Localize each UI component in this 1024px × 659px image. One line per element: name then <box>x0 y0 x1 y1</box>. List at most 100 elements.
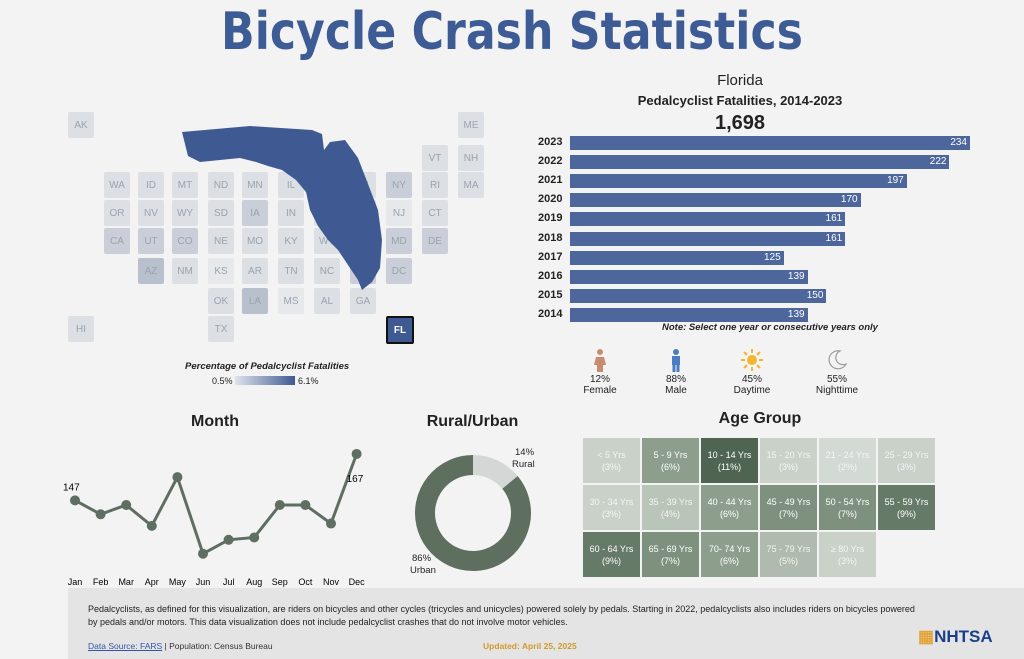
year-label[interactable]: 2022 <box>538 155 563 168</box>
year-label[interactable]: 2014 <box>538 307 563 320</box>
year-label[interactable]: 2021 <box>538 174 563 187</box>
age-cell[interactable]: 75 - 79 Yrs (5%) <box>760 532 817 577</box>
year-bar[interactable] <box>570 288 827 303</box>
year-label[interactable]: 2019 <box>538 212 563 225</box>
age-cell[interactable]: 50 - 54 Yrs (7%) <box>819 485 876 530</box>
state-tile-md[interactable]: MD <box>386 228 412 254</box>
demographic-nighttime[interactable]: 55% Nighttime <box>802 348 872 396</box>
state-tile-ms[interactable]: MS <box>278 288 304 314</box>
age-cell[interactable]: 45 - 49 Yrs (7%) <box>760 485 817 530</box>
state-tile-ky[interactable]: KY <box>278 228 304 254</box>
donut-slice-rural[interactable] <box>472 455 518 490</box>
age-cell[interactable]: 55 - 59 Yrs (9%) <box>878 485 935 530</box>
state-tile-nd[interactable]: ND <box>208 172 234 198</box>
state-tile-mn[interactable]: MN <box>242 172 268 198</box>
year-bar[interactable] <box>570 136 970 150</box>
state-tile-de[interactable]: DE <box>422 228 448 254</box>
state-tile-ny[interactable]: NY <box>386 172 412 198</box>
month-point-aug[interactable] <box>249 532 260 543</box>
month-point-jan[interactable] <box>70 495 80 506</box>
age-cell[interactable]: 21 - 24 Yrs (2%) <box>819 438 876 483</box>
year-bar[interactable] <box>570 231 846 246</box>
age-cell[interactable]: 40 - 44 Yrs (6%) <box>701 485 758 530</box>
state-tile-al[interactable]: AL <box>314 288 340 314</box>
age-cell[interactable]: 65 - 69 Yrs (7%) <box>642 532 699 577</box>
state-tile-ar[interactable]: AR <box>242 258 268 284</box>
state-tile-ne[interactable]: NE <box>208 228 234 254</box>
year-bar[interactable] <box>570 307 808 322</box>
age-cell[interactable]: 10 - 14 Yrs (11%) <box>701 438 758 483</box>
age-cell[interactable]: 35 - 39 Yrs (4%) <box>642 485 699 530</box>
demographic-female[interactable]: 12% Female <box>565 348 635 396</box>
state-tile-hi[interactable]: HI <box>68 316 94 342</box>
state-tile-mt[interactable]: MT <box>172 172 198 198</box>
state-tile-nv[interactable]: NV <box>138 200 164 226</box>
year-bar[interactable] <box>570 155 950 170</box>
state-tile-nj[interactable]: NJ <box>386 200 412 226</box>
month-point-feb[interactable] <box>95 509 106 520</box>
month-point-oct[interactable] <box>300 500 311 510</box>
state-tile-ca[interactable]: CA <box>104 228 130 254</box>
state-tile-ok[interactable]: OK <box>208 288 234 314</box>
state-tile-dc[interactable]: DC <box>386 258 412 284</box>
data-source-link[interactable]: Data Source: FARS <box>88 641 163 651</box>
state-tile-ia[interactable]: IA <box>242 200 268 226</box>
state-tile-or[interactable]: OR <box>104 200 130 226</box>
month-point-mar[interactable] <box>121 500 132 510</box>
state-tile-mo[interactable]: MO <box>242 228 268 254</box>
state-tile-ri[interactable]: RI <box>422 172 448 198</box>
state-tile-ga[interactable]: GA <box>350 288 376 314</box>
year-label[interactable]: 2018 <box>538 231 563 244</box>
florida-shape[interactable] <box>60 100 500 360</box>
state-tile-wa[interactable]: WA <box>104 172 130 198</box>
year-bar[interactable] <box>570 193 861 208</box>
state-tile-co[interactable]: CO <box>172 228 198 254</box>
rural-urban-donut[interactable] <box>400 440 560 580</box>
month-line-chart[interactable]: Jan 147 Feb Mar Apr May Jun Jul Aug Sep Oct Nov Dec 1… <box>55 435 375 590</box>
state-tile-id[interactable]: ID <box>138 172 164 198</box>
state-tile-ut[interactable]: UT <box>138 228 164 254</box>
age-cell[interactable]: 5 - 9 Yrs (6%) <box>642 438 699 483</box>
state-tile-nm[interactable]: NM <box>172 258 198 284</box>
state-tile-wy[interactable]: WY <box>172 200 198 226</box>
year-bar[interactable] <box>570 174 907 189</box>
demographic-daytime[interactable]: 45% Daytime <box>717 348 787 396</box>
age-cell[interactable]: 25 - 29 Yrs (3%) <box>878 438 935 483</box>
state-tile-tn[interactable]: TN <box>278 258 304 284</box>
state-tile-tx[interactable]: TX <box>208 316 234 342</box>
age-cell[interactable]: ≥ 80 Yrs (3%) <box>819 532 876 577</box>
year-label[interactable]: 2023 <box>538 136 563 148</box>
state-tile-az[interactable]: AZ <box>138 258 164 284</box>
month-point-dec[interactable] <box>351 448 362 459</box>
age-cell[interactable]: 30 - 34 Yrs (3%) <box>583 485 640 530</box>
state-tile-ks[interactable]: KS <box>208 258 234 284</box>
month-point-apr[interactable] <box>146 520 157 531</box>
month-point-nov[interactable] <box>326 518 336 529</box>
state-tile-nc[interactable]: NC <box>314 258 340 284</box>
month-point-sep[interactable] <box>274 500 285 510</box>
state-tile-la[interactable]: LA <box>242 288 268 314</box>
age-cell[interactable]: 15 - 20 Yrs (3%) <box>760 438 817 483</box>
month-point-jun[interactable] <box>198 548 208 559</box>
demographic-male[interactable]: 88% Male <box>641 348 711 396</box>
age-cell[interactable]: < 5 Yrs (3%) <box>583 438 640 483</box>
year-label[interactable]: 2015 <box>538 288 563 301</box>
month-point-may[interactable] <box>172 472 183 483</box>
year-label[interactable]: 2020 <box>538 193 563 206</box>
year-bar[interactable] <box>570 250 784 265</box>
state-tile-ma[interactable]: MA <box>458 172 484 198</box>
state-tile-ct[interactable]: CT <box>422 200 448 226</box>
age-cell[interactable]: 60 - 64 Yrs (9%) <box>583 532 640 577</box>
year-label[interactable]: 2017 <box>538 250 563 263</box>
state-map[interactable]: AKMEVTNHWAIDMTNDMNILMINYRIMAORNVWYSDIAIN… <box>60 100 500 360</box>
state-tile-ak[interactable]: AK <box>68 112 94 138</box>
state-tile-fl[interactable]: FL <box>386 316 414 344</box>
state-tile-vt[interactable]: VT <box>422 145 448 171</box>
state-tile-sd[interactable]: SD <box>208 200 234 226</box>
age-cell[interactable]: 70- 74 Yrs (6%) <box>701 532 758 577</box>
year-bar[interactable] <box>570 269 808 284</box>
year-label[interactable]: 2016 <box>538 269 563 282</box>
donut-slice-urban[interactable] <box>415 455 531 571</box>
year-bar[interactable] <box>570 212 846 227</box>
state-tile-nh[interactable]: NH <box>458 145 484 171</box>
